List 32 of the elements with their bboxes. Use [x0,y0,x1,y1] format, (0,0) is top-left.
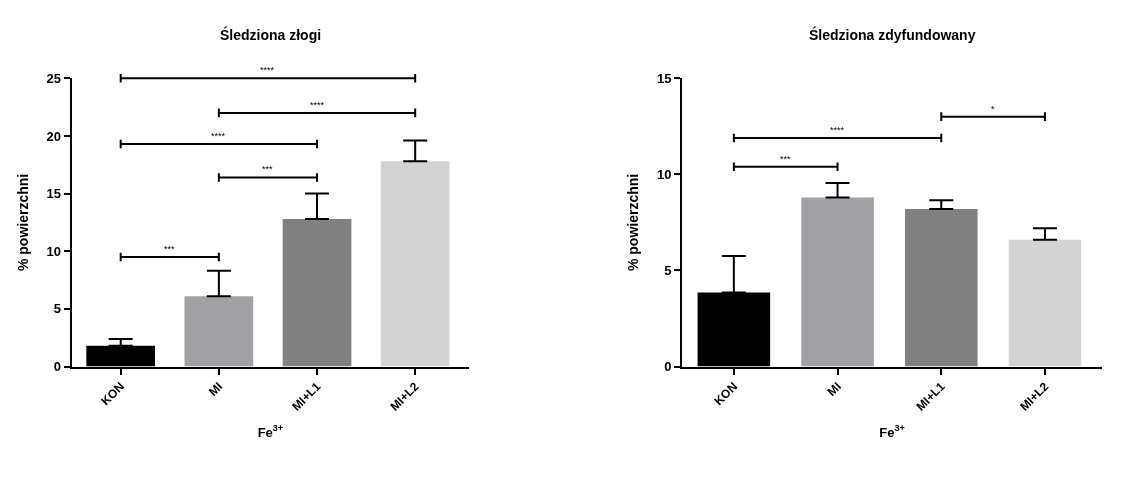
x-axis-title: Fe$^{3+}$ [879,423,905,440]
x-tick-label: MI [205,379,226,399]
annotation: *** [262,164,273,174]
y-axis-title: % powierzchni [14,173,31,272]
chart-title: Śledziona zdyfundowany [809,26,976,43]
bar [904,208,978,367]
annotation: * [991,104,995,114]
y-tick-label: 0 [664,359,672,375]
y-tick-label: 0 [53,359,61,375]
annotation: **** [211,131,226,141]
annotation: **** [310,100,325,110]
y-tick-label: 25 [46,70,61,86]
y-tick-label: 10 [656,166,672,182]
annotation: *** [164,244,175,254]
bar [380,161,450,367]
y-tick-label: 20 [46,128,61,144]
annotation: **** [830,125,845,135]
y-tick-label: 5 [53,301,61,317]
bar [801,197,874,367]
bar [184,296,254,367]
annotation: *** [780,154,791,164]
x-tick-label: MI [824,379,844,399]
bar [282,218,352,367]
x-axis-title: Fe$^{3+}$ [257,423,284,440]
y-axis-title: % powierzchni [625,173,642,272]
bar [1008,239,1082,367]
y-tick-label: 15 [46,186,61,202]
y-tick-label: 5 [664,263,672,279]
chart-title: Śledziona złogi [220,26,322,43]
y-tick-label: 10 [46,243,61,259]
y-tick-label: 15 [656,70,672,86]
text: **** [260,65,275,75]
